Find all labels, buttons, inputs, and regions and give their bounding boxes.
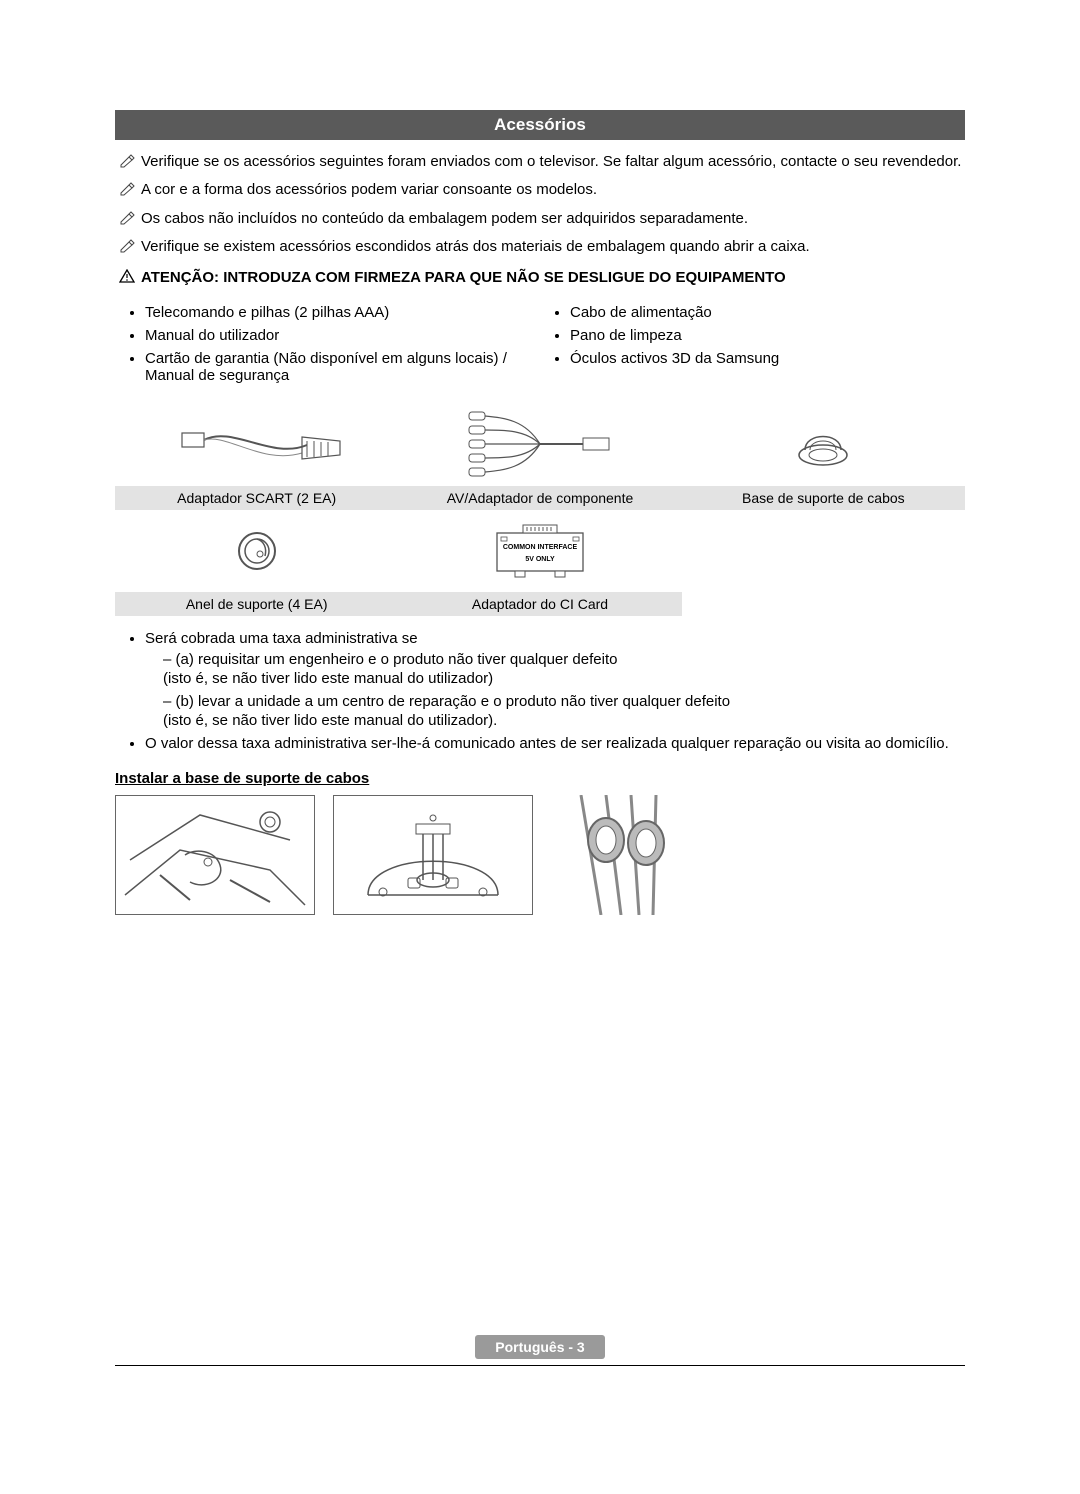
note-text: Verifique se os acessórios seguintes for…	[141, 152, 961, 172]
accessory-label: Adaptador SCART (2 EA)	[115, 486, 398, 510]
accessory-label	[682, 592, 965, 616]
accessory-cell: AV/Adaptador de componente	[398, 404, 681, 510]
included-items: Telecomando e pilhas (2 pilhas AAA) Manu…	[115, 298, 965, 390]
accessory-label: Adaptador do CI Card	[398, 592, 681, 616]
accessory-label: AV/Adaptador de componente	[398, 486, 681, 510]
svg-text:5V ONLY: 5V ONLY	[525, 556, 555, 563]
pencil-icon	[119, 154, 135, 168]
install-diagram-2	[333, 795, 533, 915]
accessory-label: Base de suporte de cabos	[682, 486, 965, 510]
admin-fee-notes: Será cobrada uma taxa administrativa se …	[115, 630, 965, 752]
section-title: Acessórios	[115, 110, 965, 140]
manual-page: Acessórios Verifique se os acessórios se…	[0, 0, 1080, 1406]
note-item: Verifique se existem acessórios escondid…	[119, 237, 965, 257]
note-item: Verifique se os acessórios seguintes for…	[119, 152, 965, 172]
list-item: (a) requisitar um engenheiro e o produto…	[163, 651, 965, 668]
av-adapter-icon	[398, 404, 681, 486]
accessory-cell: Adaptador SCART (2 EA)	[115, 404, 398, 510]
install-diagrams	[115, 795, 965, 915]
accessory-cell-empty	[682, 510, 965, 616]
note-item: Os cabos não incluídos no conteúdo da em…	[119, 209, 965, 229]
accessory-grid: Adaptador SCART (2 EA)	[115, 404, 965, 616]
list-item: Cabo de alimentação	[570, 304, 965, 321]
list-item: (b) levar a unidade a um centro de repar…	[163, 693, 965, 710]
list-item-sub: (isto é, se não tiver lido este manual d…	[115, 670, 965, 687]
list-item: Será cobrada uma taxa administrativa se	[145, 630, 965, 647]
note-text: Os cabos não incluídos no conteúdo da em…	[141, 209, 748, 229]
accessory-cell: Anel de suporte (4 EA)	[115, 510, 398, 616]
accessory-cell: COMMON INTERFACE 5V ONLY Adaptador do CI…	[398, 510, 681, 616]
ci-card-adapter-icon: COMMON INTERFACE 5V ONLY	[398, 510, 681, 592]
page-footer: Português - 3	[115, 1335, 965, 1366]
list-item-sub: (isto é, se não tiver lido este manual d…	[115, 712, 965, 729]
cable-holder-icon	[682, 404, 965, 486]
install-diagram-1	[115, 795, 315, 915]
footer-label: Português - 3	[475, 1335, 604, 1359]
svg-text:COMMON INTERFACE: COMMON INTERFACE	[503, 544, 578, 551]
pencil-icon	[119, 182, 135, 196]
warning-text: ATENÇÃO: INTRODUZA COM FIRMEZA PARA QUE …	[141, 269, 786, 286]
warning-row: ATENÇÃO: INTRODUZA COM FIRMEZA PARA QUE …	[119, 269, 965, 286]
accessory-label: Anel de suporte (4 EA)	[115, 592, 398, 616]
note-text: Verifique se existem acessórios escondid…	[141, 237, 810, 257]
scart-adapter-icon	[115, 404, 398, 486]
holder-ring-icon	[115, 510, 398, 592]
note-text: A cor e a forma dos acessórios podem var…	[141, 180, 597, 200]
list-item: Óculos activos 3D da Samsung	[570, 350, 965, 367]
list-item: Pano de limpeza	[570, 327, 965, 344]
list-item: Manual do utilizador	[145, 327, 540, 344]
note-item: A cor e a forma dos acessórios podem var…	[119, 180, 965, 200]
pencil-icon	[119, 239, 135, 253]
accessory-cell: Base de suporte de cabos	[682, 404, 965, 510]
warning-icon	[119, 269, 135, 283]
list-item: O valor dessa taxa administrativa ser-lh…	[145, 735, 965, 752]
install-diagram-3	[551, 795, 716, 915]
install-heading: Instalar a base de suporte de cabos	[115, 770, 965, 787]
list-item: Telecomando e pilhas (2 pilhas AAA)	[145, 304, 540, 321]
pencil-icon	[119, 211, 135, 225]
list-item: Cartão de garantia (Não disponível em al…	[145, 350, 540, 384]
